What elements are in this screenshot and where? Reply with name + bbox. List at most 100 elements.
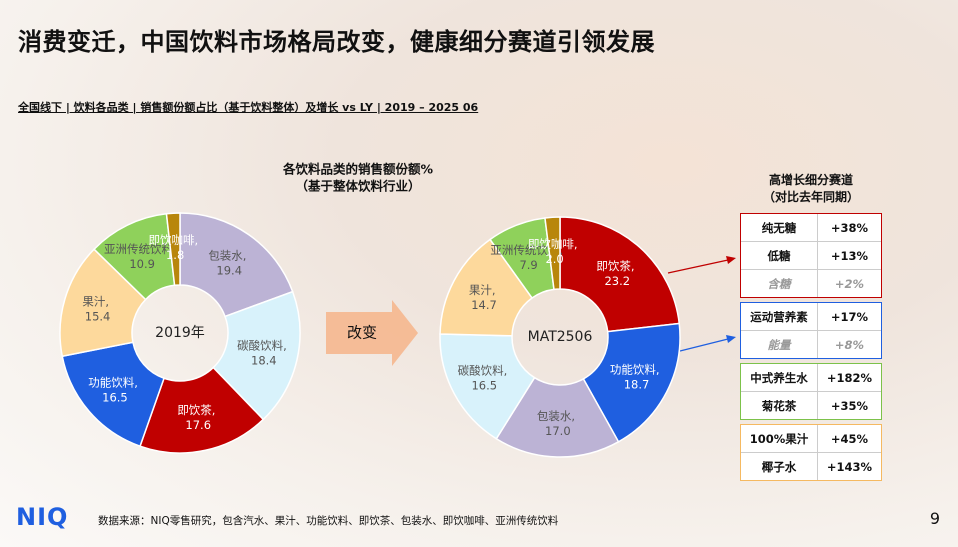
data-label-line: 14.7 xyxy=(471,297,497,311)
slide-title: 消费变迁，中国饮料市场格局改变，健康细分赛道引领发展 xyxy=(18,28,655,56)
center-label: 2019年 xyxy=(155,325,205,341)
segment-growth: +182% xyxy=(826,370,873,385)
segment-row: 含糖 +2% xyxy=(741,269,881,297)
data-label: 即饮咖啡, 1.8 xyxy=(148,233,201,262)
segment-row: 100%果汁 +45% xyxy=(741,425,881,452)
donut-slice xyxy=(61,341,165,448)
panel-title-line: （对比去年同期） xyxy=(762,190,859,204)
data-label-line: 果汁, xyxy=(469,282,499,296)
data-label-line: 23.2 xyxy=(604,273,630,287)
brand-logo: NIQ xyxy=(16,503,69,531)
subtitle: 全国线下 | 饮料各品类 | 销售额份额占比（基于饮料整体）及增长 vs LY … xyxy=(18,101,479,114)
donut-slice xyxy=(559,216,681,333)
segment-group: 100%果汁 +45% 椰子水 +143% xyxy=(740,424,882,481)
charts-heading: 各饮料品类的销售额份额% xyxy=(282,162,434,177)
page-number: 9 xyxy=(929,509,940,528)
data-label-line: 包装水, xyxy=(208,248,250,262)
data-label: 即饮茶, 17.6 xyxy=(177,403,219,432)
data-label: 功能饮料, 18.7 xyxy=(610,362,663,391)
segment-growth: +45% xyxy=(830,431,869,446)
panel-title-line: 高增长细分赛道 xyxy=(768,173,853,187)
charts-heading: （基于整体饮料行业） xyxy=(295,179,420,194)
data-label: 即饮咖啡, 2.0 xyxy=(528,237,581,266)
segment-row: 能量 +8% xyxy=(741,330,881,358)
connector xyxy=(679,338,729,352)
segment-growth: +13% xyxy=(830,248,869,263)
donut-slice xyxy=(179,212,294,318)
data-label-line: 包装水, xyxy=(537,408,579,422)
data-label: 碳酸饮料, 18.4 xyxy=(237,338,290,367)
segment-group: 纯无糖 +38% 低糖 +13% 含糖 +2% xyxy=(740,213,882,298)
data-label: 亚洲传统饮料, 7.9 xyxy=(490,242,566,271)
data-label: 亚洲传统饮料, 10.9 xyxy=(104,241,180,270)
source-note: 数据来源：NIQ零售研究，包含汽水、果汁、功能饮料、即饮茶、包装水、即饮咖啡、亚… xyxy=(98,515,559,527)
data-label-line: 即饮咖啡, xyxy=(148,233,201,247)
data-label-line: 即饮茶, xyxy=(177,403,219,417)
data-label: 即饮茶, 23.2 xyxy=(596,258,638,287)
transition-label: 改变 xyxy=(347,324,377,342)
connector-head xyxy=(726,256,736,264)
data-label: 果汁, 14.7 xyxy=(469,282,499,311)
data-label-line: 1.8 xyxy=(166,248,184,262)
segment-row: 低糖 +13% xyxy=(741,241,881,269)
segment-row: 椰子水 +143% xyxy=(741,452,881,480)
data-label-line: 功能饮料, xyxy=(610,362,663,376)
data-label-line: 果汁, xyxy=(82,294,112,308)
transition-arrow xyxy=(326,300,418,366)
data-label-line: 7.9 xyxy=(519,257,537,271)
segment-name: 低糖 xyxy=(741,242,818,269)
data-label: 包装水, 19.4 xyxy=(208,248,250,277)
segment-row: 运动营养素 +17% xyxy=(741,303,881,330)
segment-growth: +2% xyxy=(834,276,865,291)
segment-growth: +8% xyxy=(834,337,865,352)
donut-slice xyxy=(212,290,301,421)
segment-growth: +143% xyxy=(826,459,873,474)
data-label-line: 16.5 xyxy=(471,378,497,392)
data-label: 果汁, 15.4 xyxy=(82,294,112,323)
data-label-line: 2.0 xyxy=(545,252,563,266)
donut-slice xyxy=(495,376,620,458)
connector-head xyxy=(726,335,736,343)
donut-slice xyxy=(165,212,181,287)
data-label: 碳酸饮料, 16.5 xyxy=(458,363,511,392)
data-label: 功能饮料, 16.5 xyxy=(88,375,141,404)
donut-slice xyxy=(582,322,681,443)
donut-slice xyxy=(439,238,534,337)
data-label-line: 碳酸饮料, xyxy=(237,338,290,352)
data-label-line: 10.9 xyxy=(129,256,155,270)
segment-growth: +35% xyxy=(830,398,869,413)
donut-slice xyxy=(544,216,561,291)
data-label-line: 19.4 xyxy=(216,263,242,277)
segment-growth: +38% xyxy=(830,220,869,235)
growth-panel: 纯无糖 +38% 低糖 +13% 含糖 +2% 运动营养素 +17% 能量 +8% 中式养生水 +18… xyxy=(740,213,882,481)
data-label-line: 18.4 xyxy=(251,353,277,367)
segment-name: 含糖 xyxy=(741,270,818,297)
donut-slice xyxy=(139,366,265,454)
center-label: MAT2506 xyxy=(528,329,593,345)
data-label-line: 功能饮料, xyxy=(88,375,141,389)
segment-name: 中式养生水 xyxy=(741,364,818,391)
data-label-line: 即饮咖啡, xyxy=(528,237,581,251)
data-label-line: 17.0 xyxy=(545,423,571,437)
data-label-line: 18.7 xyxy=(624,377,650,391)
segment-row: 中式养生水 +182% xyxy=(741,364,881,391)
data-label-line: 亚洲传统饮料, xyxy=(104,241,180,255)
segment-growth: +17% xyxy=(830,309,869,324)
panel-title: 高增长细分赛道 （对比去年同期） xyxy=(740,172,882,206)
segment-row: 纯无糖 +38% xyxy=(741,214,881,241)
data-label-line: 碳酸饮料, xyxy=(458,363,511,377)
data-label-line: 17.6 xyxy=(185,418,211,432)
data-label-line: 15.4 xyxy=(85,309,111,323)
segment-name: 椰子水 xyxy=(741,453,818,480)
segment-name: 100%果汁 xyxy=(741,425,818,452)
connector xyxy=(667,259,729,274)
segment-name: 运动营养素 xyxy=(741,303,818,330)
segment-name: 能量 xyxy=(741,331,818,358)
segment-group: 运动营养素 +17% 能量 +8% xyxy=(740,302,882,359)
segment-group: 中式养生水 +182% 菊花茶 +35% xyxy=(740,363,882,420)
segment-name: 菊花茶 xyxy=(741,392,818,419)
data-label-line: 亚洲传统饮料, xyxy=(490,242,566,256)
data-label-line: 16.5 xyxy=(102,390,128,404)
